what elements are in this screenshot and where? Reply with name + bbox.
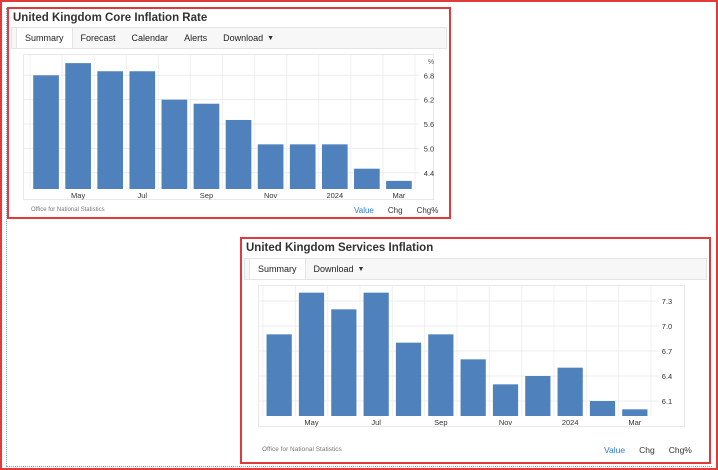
tab-calendar[interactable]: Calendar — [124, 28, 177, 48]
x-tick-label: May — [71, 191, 85, 200]
chg-link[interactable]: Chg — [639, 445, 655, 455]
bar[interactable] — [363, 292, 389, 416]
x-tick-label: 2024 — [562, 418, 579, 427]
tab-label: Forecast — [80, 33, 116, 43]
tab-label: Alerts — [184, 33, 208, 43]
core-inflation-widget: United Kingdom Core Inflation Rate Summa… — [7, 7, 451, 219]
bar[interactable] — [193, 103, 220, 189]
source-label: Office for National Statistics — [31, 207, 105, 213]
x-tick-label: Jul — [137, 191, 147, 200]
x-tick-label: Nov — [499, 418, 513, 427]
bar[interactable] — [225, 119, 252, 189]
bar[interactable] — [386, 180, 412, 189]
x-tick-label: May — [304, 418, 318, 427]
x-tick-label: Mar — [628, 418, 641, 427]
x-tick-label: Sep — [200, 191, 213, 200]
x-tick-label: Mar — [392, 191, 405, 200]
bar[interactable] — [97, 71, 124, 189]
bar[interactable] — [492, 384, 519, 416]
bar[interactable] — [428, 334, 454, 416]
bar[interactable] — [622, 409, 648, 416]
y-tick-label: 6.2 — [424, 96, 434, 105]
chg-link[interactable]: Chg — [387, 206, 403, 215]
tab-download[interactable]: Download ▼ — [215, 28, 282, 48]
bar[interactable] — [460, 359, 486, 416]
caret-down-icon: ▼ — [357, 265, 365, 273]
footer-links: Value Chg Chg% — [354, 206, 438, 215]
tab-label: Calendar — [131, 33, 169, 43]
services-inflation-chart: 6.1 6.4 6.7 7.0 7.3 May Jul Sep Nov 2024 Mar — [259, 286, 672, 427]
dotted-guide-vertical — [6, 8, 7, 466]
tab-label: Download — [223, 33, 264, 43]
y-tick-label: 6.8 — [424, 71, 434, 80]
tab-download[interactable]: Download ▼ — [306, 259, 373, 279]
chart-plot-area: 6.1 6.4 6.7 7.0 7.3 May Jul Sep Nov 2024 Mar — [258, 285, 685, 427]
bar[interactable] — [525, 376, 551, 416]
x-tick-label: 2024 — [326, 191, 343, 200]
x-tick-label: Nov — [264, 191, 278, 200]
y-tick-label: 4.4 — [424, 169, 434, 178]
widget-title: United Kingdom Services Inflation — [246, 242, 434, 254]
tab-summary[interactable]: Summary — [16, 28, 73, 48]
dotted-guide-horizontal — [6, 466, 712, 467]
bar[interactable] — [65, 63, 91, 189]
footer-links: Value Chg Chg% — [604, 445, 692, 455]
bar[interactable] — [257, 144, 284, 189]
y-tick-label: 6.1 — [662, 397, 672, 406]
source-label: Office for National Statistics — [262, 446, 342, 453]
y-tick-label: 6.4 — [662, 372, 672, 381]
bar[interactable] — [129, 71, 156, 189]
tab-label: Download — [313, 264, 354, 274]
bar[interactable] — [354, 168, 380, 189]
chg-pct-link[interactable]: Chg% — [668, 445, 692, 455]
core-inflation-chart: 4.4 5.0 5.6 6.2 6.8% May Jul Sep Nov 2024 Mar — [24, 55, 434, 200]
bar[interactable] — [161, 99, 188, 189]
bar[interactable] — [33, 75, 59, 189]
bar[interactable] — [331, 309, 357, 416]
x-tick-label: Jul — [371, 418, 381, 427]
y-tick-label: 5.6 — [424, 120, 434, 129]
y-tick-label: 7.3 — [662, 297, 672, 306]
tab-bar: Summary Download ▼ — [244, 258, 707, 280]
y-tick-label: 7.0 — [662, 322, 672, 331]
value-link[interactable]: Value — [604, 445, 626, 455]
chg-pct-link[interactable]: Chg% — [416, 206, 439, 215]
widget-title: United Kingdom Core Inflation Rate — [13, 12, 208, 24]
value-link[interactable]: Value — [354, 206, 374, 215]
bar[interactable] — [289, 144, 316, 189]
bar[interactable] — [395, 342, 422, 416]
x-tick-label: Sep — [434, 418, 447, 427]
tab-alerts[interactable]: Alerts — [176, 28, 215, 48]
caret-down-icon: ▼ — [267, 34, 275, 42]
y-tick-label: 6.7 — [662, 347, 672, 356]
tab-label: Summary — [258, 264, 297, 274]
bar[interactable] — [298, 292, 325, 416]
chart-plot-area: 4.4 5.0 5.6 6.2 6.8% May Jul Sep Nov 2024 Mar — [23, 54, 434, 200]
bar[interactable] — [557, 367, 583, 416]
unit-label: % — [428, 59, 434, 66]
bar[interactable] — [266, 334, 292, 416]
tab-bar: Summary Forecast Calendar Alerts Downloa… — [11, 27, 447, 49]
bar[interactable] — [589, 401, 616, 416]
tab-label: Summary — [25, 33, 64, 43]
tab-forecast[interactable]: Forecast — [73, 28, 124, 48]
services-inflation-widget: United Kingdom Services Inflation Summar… — [240, 237, 711, 464]
bar[interactable] — [321, 144, 348, 189]
tab-summary[interactable]: Summary — [249, 259, 306, 279]
y-tick-label: 5.0 — [424, 144, 434, 153]
